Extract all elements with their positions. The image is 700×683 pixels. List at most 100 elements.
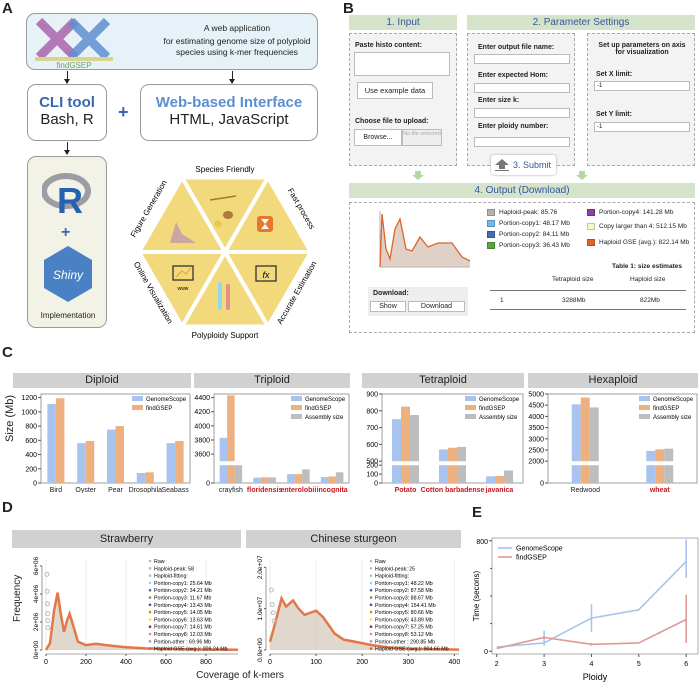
findgsep-logo: findGSEP bbox=[35, 17, 113, 69]
x-limit-input[interactable]: -1 bbox=[594, 81, 690, 91]
plus-sign: + bbox=[61, 224, 71, 241]
legend-label: Portion-other : 69.96 Mb bbox=[154, 639, 211, 645]
y-tick-label: 0 bbox=[33, 481, 37, 488]
hexagon-segment bbox=[135, 173, 229, 254]
legend-marker bbox=[369, 588, 373, 592]
legend-item: Portion-copy1: 48.17 Mb bbox=[487, 220, 570, 227]
legend-label: Portion-copy4: 141.28 Mb bbox=[599, 209, 674, 216]
runtime-line-chart: 0 800 2 3 4 5 6 GenomeScope findGSEP Ploidy Time (… bbox=[472, 537, 699, 682]
use-example-data-button[interactable]: Use example data bbox=[357, 82, 433, 99]
y-tick-label: 4000 bbox=[528, 414, 544, 421]
fitted-area bbox=[270, 598, 459, 650]
implementation-label: Implementation bbox=[40, 311, 96, 320]
bar-genomescope bbox=[77, 443, 86, 483]
axis-section: Set up parameters on axis for visualizat… bbox=[587, 33, 695, 166]
table-row: 1 3288Mb 822Mb bbox=[490, 290, 686, 310]
ploidy-input[interactable] bbox=[474, 137, 570, 147]
upload-icon bbox=[495, 159, 509, 171]
d-x-axis-label: Coverage of k-mers bbox=[196, 670, 284, 681]
x-tick-label: 600 bbox=[160, 659, 172, 666]
legend-label: Haploid-fitting: bbox=[154, 574, 188, 580]
y-tick-label: 3000 bbox=[528, 436, 544, 443]
x-tick-label: enterolobii bbox=[280, 487, 316, 493]
submit-button[interactable]: 3. Submit bbox=[491, 155, 556, 175]
legend-swatch bbox=[587, 223, 595, 230]
k-size-input[interactable] bbox=[474, 108, 570, 118]
legend-label: Portion-copy4: 154.41 Mb bbox=[375, 603, 436, 609]
bar-findgsep bbox=[655, 449, 665, 483]
output-name-input[interactable] bbox=[474, 54, 570, 64]
app-description-line2: for estimating genome size of polyploid bbox=[163, 36, 311, 46]
legend-label: Haploid-peak: 85.76 bbox=[499, 209, 558, 216]
web-interface-box: Web-based Interface HTML, JavaScript bbox=[140, 84, 318, 141]
legend-marker bbox=[369, 603, 373, 607]
diploid-header: Diploid bbox=[13, 373, 191, 388]
axis-break-gap bbox=[438, 461, 467, 466]
bar-findgsep bbox=[580, 397, 590, 483]
x-tick-label: Cotton barbadense bbox=[421, 487, 485, 493]
y-tick-label: 0e+00 bbox=[33, 640, 40, 659]
y-tick-label: 3600 bbox=[194, 452, 210, 459]
x-tick-label: Redwood bbox=[570, 487, 600, 493]
y-axis-label: Time (secons) bbox=[472, 570, 481, 621]
legend-label: Haploid-peak: 25 bbox=[375, 566, 415, 572]
legend-swatch bbox=[291, 396, 302, 401]
legend-label: findGSEP bbox=[516, 555, 547, 562]
axis-break-gap bbox=[252, 461, 277, 466]
legend-marker bbox=[369, 559, 373, 563]
legend-label: Raw bbox=[154, 559, 165, 565]
legend-label: Copy larger than 4: 512.15 Mb bbox=[599, 223, 687, 230]
output-name-label: Enter output file name: bbox=[478, 44, 555, 51]
legend-label: Portion-copy2: 34.21 Mb bbox=[154, 588, 212, 594]
input-section: Paste histo content: Use example data Ch… bbox=[349, 33, 457, 166]
y-tick-label: 1200 bbox=[21, 395, 37, 402]
legend-swatch bbox=[487, 242, 495, 249]
paste-histo-textarea[interactable] bbox=[354, 52, 450, 76]
raw-point bbox=[268, 587, 274, 593]
legend-marker bbox=[148, 574, 152, 577]
strawberry-header: Strawberry bbox=[12, 530, 241, 548]
panel-label-d: D bbox=[2, 499, 13, 516]
bar-genomescope bbox=[287, 474, 295, 483]
legend-label: findGSEP bbox=[479, 406, 505, 412]
panel-label-c: C bbox=[2, 344, 13, 361]
legend-label: findGSEP bbox=[305, 406, 331, 412]
table-header-haploid: Haploid size bbox=[630, 276, 666, 283]
legend-swatch bbox=[587, 209, 595, 216]
web-title: Web-based Interface bbox=[155, 94, 303, 111]
legend-swatch bbox=[132, 405, 143, 410]
cli-tool-box: CLI tool Bash, R bbox=[27, 84, 107, 141]
legend-marker bbox=[369, 647, 373, 650]
download-button[interactable]: Download bbox=[408, 301, 465, 312]
hom-input[interactable] bbox=[474, 83, 570, 93]
output-header: 4. Output (Download) bbox=[349, 183, 695, 198]
arrow-down bbox=[229, 71, 235, 84]
web-languages: HTML, JavaScript bbox=[169, 111, 289, 128]
axis-break-gap bbox=[286, 461, 311, 466]
y-tick-label: 2000 bbox=[528, 459, 544, 466]
bar-findgsep bbox=[401, 406, 410, 483]
legend-label: Portion-copy6: 13.63 Mb bbox=[154, 617, 212, 623]
y-tick-label: 3500 bbox=[528, 425, 544, 432]
d-y-axis-label: Frequency bbox=[12, 574, 23, 622]
x-tick-label: Pear bbox=[108, 487, 123, 493]
hourglass-glyph bbox=[261, 219, 269, 229]
bar-findgsep bbox=[227, 395, 235, 483]
x-tick-label: 200 bbox=[356, 659, 368, 666]
legend-swatch bbox=[487, 209, 495, 216]
legend-marker bbox=[148, 647, 152, 650]
legend-label: Portion-copy1: 25.64 Mb bbox=[154, 581, 212, 587]
y-tick-label: 5000 bbox=[528, 392, 544, 399]
legend-label: Haploid GSE (avg.): 209.24 Mb bbox=[154, 647, 228, 653]
legend-marker bbox=[369, 596, 373, 599]
parameter-section: Enter output file name: Enter expected H… bbox=[467, 33, 575, 166]
bar-assembly-size bbox=[410, 415, 419, 483]
legend-marker bbox=[148, 618, 152, 621]
x-tick-label: incognita bbox=[317, 487, 348, 493]
browse-button[interactable]: Browse... bbox=[354, 129, 402, 146]
show-button[interactable]: Show bbox=[370, 301, 406, 312]
x-tick-label: 400 bbox=[120, 659, 132, 666]
y-limit-input[interactable]: -1 bbox=[594, 122, 690, 132]
x-tick-label: 0 bbox=[268, 659, 272, 666]
legend-swatch bbox=[587, 239, 595, 246]
